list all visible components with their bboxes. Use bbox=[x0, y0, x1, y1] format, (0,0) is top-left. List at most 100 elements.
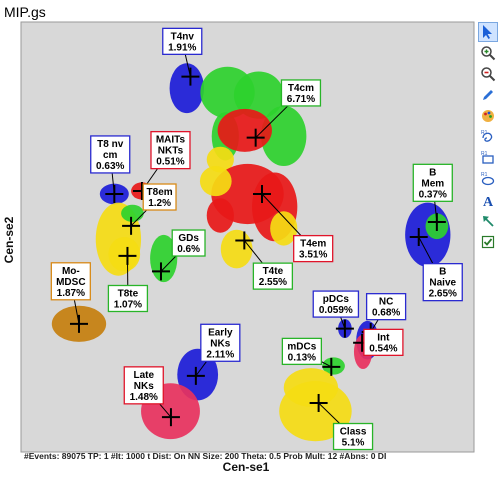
zoom-in-button[interactable] bbox=[478, 43, 498, 63]
label-text-maits-2: 0.51% bbox=[156, 157, 184, 168]
label-box-t8em bbox=[142, 183, 177, 211]
label-text-t8nvcm-1: cm bbox=[103, 150, 118, 161]
label-text-maits-0: MAITs bbox=[156, 135, 186, 146]
label-text-t8em-1: 1.2% bbox=[148, 198, 171, 209]
label-text-maits-1: NKTs bbox=[158, 146, 184, 157]
label-text-nc-0: NC bbox=[379, 297, 393, 308]
text-tool-icon: A bbox=[483, 195, 494, 208]
text-tool-button[interactable]: A bbox=[478, 190, 498, 210]
pointer-tool-button[interactable] bbox=[478, 22, 498, 42]
label-box-class bbox=[332, 422, 374, 451]
freehand-region-icon: R1 bbox=[481, 130, 493, 142]
label-text-t4nv-1: 1.91% bbox=[168, 42, 196, 53]
label-text-t4cm-1: 6.71% bbox=[287, 94, 315, 105]
cluster-blob-t4cm-4 bbox=[217, 108, 272, 152]
label-text-mdcs-1: 0.13% bbox=[288, 352, 316, 363]
label-text-t4te-1: 2.55% bbox=[259, 277, 287, 288]
palette-button[interactable] bbox=[478, 106, 498, 126]
svg-text:R1: R1 bbox=[481, 151, 488, 157]
label-text-bnaive-2: 2.65% bbox=[429, 289, 457, 300]
label-text-bmem-2: 0.37% bbox=[419, 189, 447, 200]
label-text-earlynk-0: Early bbox=[208, 327, 233, 338]
cluster-blob-t4cm-5 bbox=[206, 146, 234, 173]
y-axis-label: Cen-se2 bbox=[2, 216, 16, 263]
label-text-pdcs-1: 0.059% bbox=[319, 305, 353, 316]
label-text-momdsc-2: 1.87% bbox=[57, 288, 85, 299]
zoom-out-button[interactable] bbox=[478, 64, 498, 84]
label-text-bnaive-1: Naive bbox=[429, 278, 456, 289]
zoom-in-icon bbox=[481, 46, 496, 61]
svg-text:R1: R1 bbox=[481, 130, 488, 136]
label-text-int-0: Int bbox=[377, 332, 390, 343]
label-box-mdcs bbox=[281, 337, 323, 366]
label-text-int-1: 0.54% bbox=[369, 343, 397, 354]
label-box-t4em bbox=[293, 234, 334, 263]
label-box-pdcs bbox=[312, 290, 360, 318]
cluster-blob-t8te-0 bbox=[108, 237, 141, 272]
label-text-t8nvcm-2: 0.63% bbox=[96, 161, 124, 172]
label-text-t4cm-0: T4cm bbox=[288, 83, 314, 94]
label-text-t4em-1: 3.51% bbox=[299, 250, 327, 261]
cluster-blob-t4nv-0 bbox=[169, 63, 205, 114]
ellipse-region-icon: R1 bbox=[481, 172, 495, 186]
status-bar: #Events: 89075 TP: 1 #It: 1000 t Dist: O… bbox=[24, 451, 386, 461]
cluster-blob-t4te-0 bbox=[220, 229, 253, 269]
pen-tool-button[interactable] bbox=[478, 85, 498, 105]
rectangle-region-button[interactable]: R1 bbox=[478, 148, 498, 168]
label-box-bnaive bbox=[422, 262, 463, 302]
label-text-t4te-0: T4te bbox=[263, 266, 284, 277]
pen-tool-icon bbox=[483, 90, 493, 100]
label-text-bmem-0: B bbox=[429, 167, 436, 178]
label-text-nc-1: 0.68% bbox=[372, 308, 400, 319]
freehand-region-button[interactable]: R1 bbox=[478, 127, 498, 147]
label-text-latenk-2: 1.48% bbox=[130, 392, 158, 403]
cluster-blob-t8em-1 bbox=[121, 204, 144, 222]
label-text-class-0: Class bbox=[340, 427, 367, 438]
label-text-t8te-0: T8te bbox=[118, 288, 139, 299]
label-text-t4em-0: T4em bbox=[300, 239, 326, 250]
label-text-pdcs-0: pDCs bbox=[323, 294, 350, 305]
label-box-maits bbox=[150, 130, 191, 170]
svg-text:R1: R1 bbox=[481, 172, 488, 178]
svg-text:A: A bbox=[483, 195, 494, 208]
cluster-points bbox=[51, 63, 451, 442]
label-text-earlynk-2: 2.11% bbox=[206, 349, 234, 360]
arrow-tool-button[interactable] bbox=[478, 211, 498, 231]
label-box-bmem bbox=[412, 163, 453, 202]
checkbox-button[interactable] bbox=[478, 232, 498, 252]
label-text-latenk-1: NKs bbox=[134, 381, 154, 392]
cluster-blob-t4em-2 bbox=[206, 198, 234, 233]
ellipse-region-button[interactable]: R1 bbox=[478, 169, 498, 189]
label-text-gds-1: 0.6% bbox=[177, 244, 200, 255]
checkbox-icon bbox=[481, 235, 495, 249]
window-title: MIP.gs bbox=[4, 4, 46, 20]
label-box-t8te bbox=[107, 284, 149, 313]
label-box-int bbox=[363, 328, 404, 357]
cluster-blob-gds-0 bbox=[150, 234, 178, 283]
pointer-tool-icon bbox=[483, 25, 492, 39]
label-box-t4cm bbox=[280, 79, 322, 107]
label-text-momdsc-1: MDSC bbox=[56, 277, 85, 288]
cluster-blob-t4em-4 bbox=[270, 211, 298, 246]
cluster-blob-t4cm-1 bbox=[233, 71, 284, 119]
